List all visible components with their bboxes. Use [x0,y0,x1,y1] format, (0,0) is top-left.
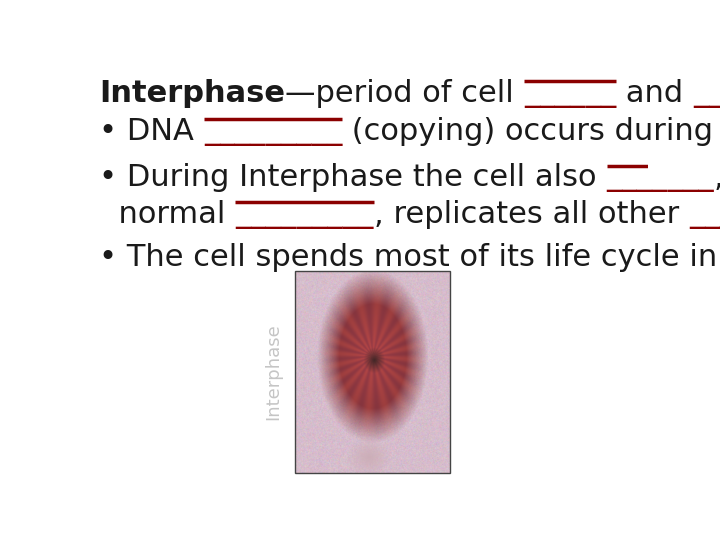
Text: __________: __________ [693,79,720,107]
Text: ______: ______ [523,79,616,107]
Text: and: and [616,79,693,107]
Text: _________: _________ [235,200,374,228]
Text: , replicates all other: , replicates all other [374,200,689,228]
Text: _______: _______ [606,164,714,192]
Bar [295,271,451,473]
Text: • DNA: • DNA [99,117,204,146]
Text: • During Interphase the cell also: • During Interphase the cell also [99,164,606,192]
Text: Interphase: Interphase [99,79,285,107]
Text: __________: __________ [689,200,720,228]
Text: _________: _________ [204,117,342,146]
Text: (copying) occurs during Interphase: (copying) occurs during Interphase [342,117,720,146]
Text: normal: normal [99,200,235,228]
Text: • The cell spends most of its life cycle in: • The cell spends most of its life cycle… [99,244,720,273]
Text: Interphase: Interphase [265,323,283,421]
Text: , carries out: , carries out [714,164,720,192]
Text: —period of cell: —period of cell [285,79,523,107]
